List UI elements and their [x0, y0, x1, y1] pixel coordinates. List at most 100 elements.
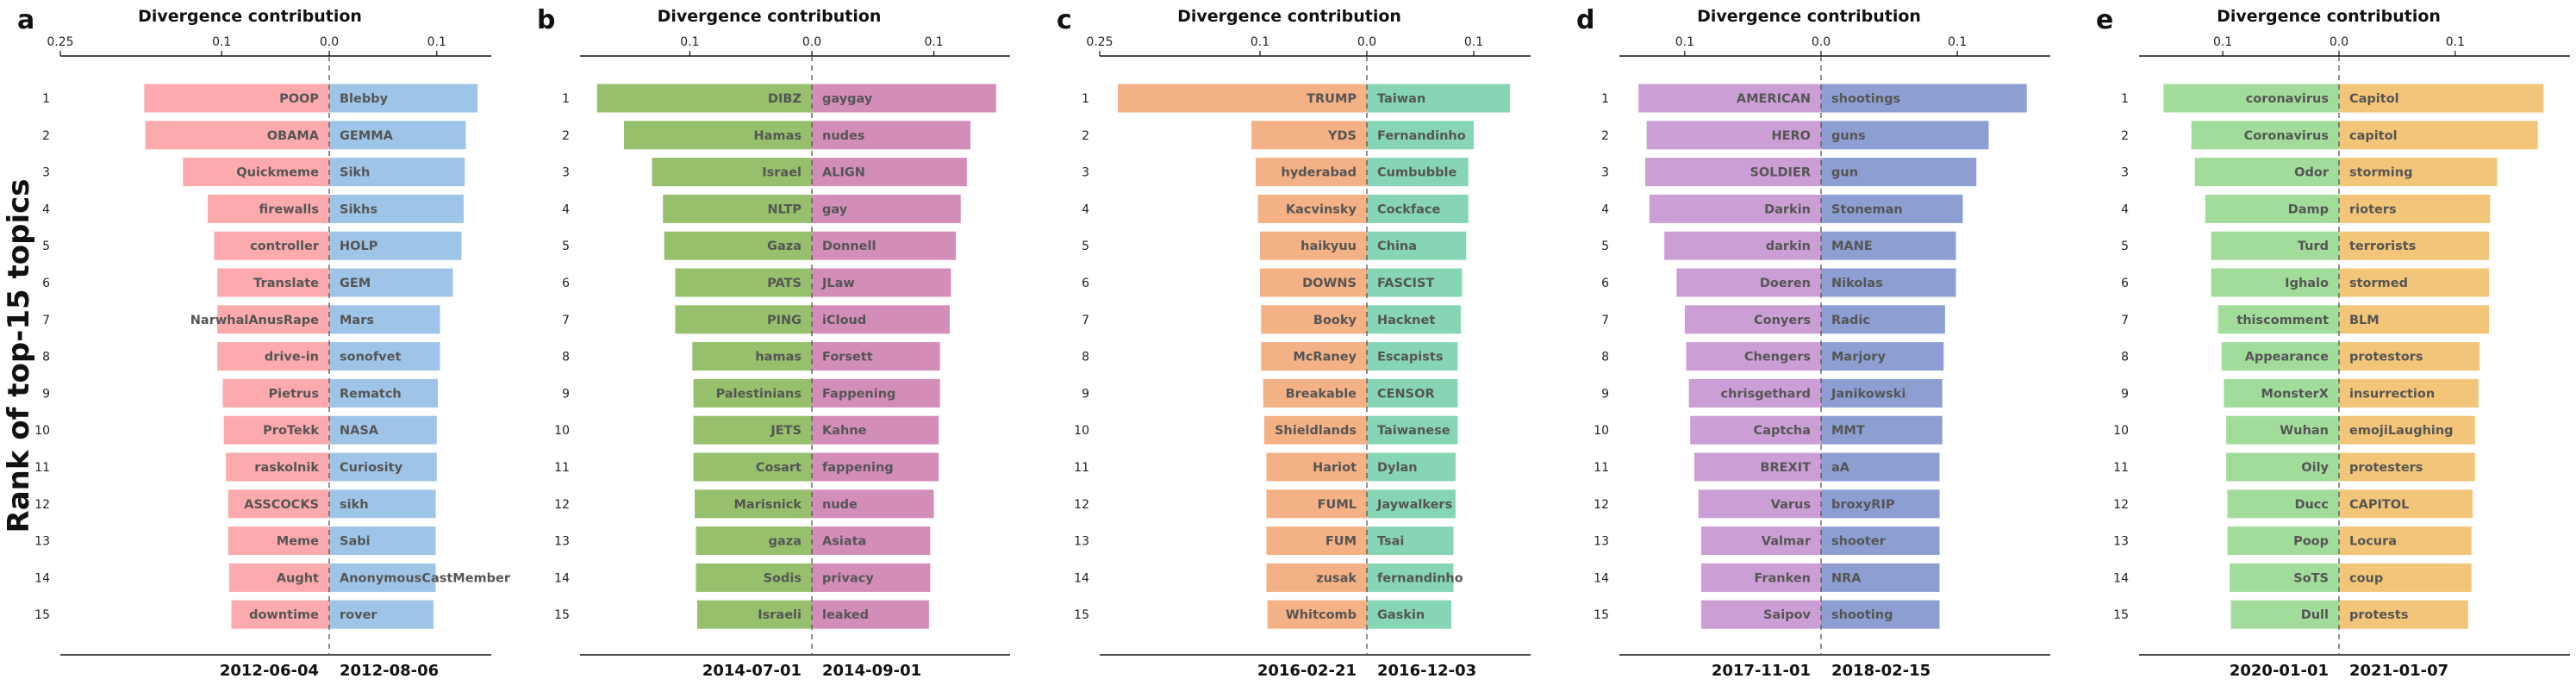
right-word-label: terrorists — [2349, 240, 2416, 253]
right-word-label: Fappening — [822, 387, 895, 401]
right-date-label: 2018-02-15 — [1831, 662, 1930, 680]
rank-label: 11 — [1074, 461, 1089, 475]
left-bar — [2226, 452, 2339, 482]
right-bar — [329, 378, 439, 408]
left-word-label: NarwhalAnusRape — [190, 314, 319, 327]
left-word-label: raskolnik — [254, 461, 319, 475]
right-word-label: Escapists — [1377, 351, 1443, 364]
left-word-label: BREXIT — [1760, 461, 1811, 475]
left-bar — [1700, 563, 1821, 592]
rank-label: 9 — [2121, 387, 2129, 401]
left-bar — [1260, 231, 1367, 260]
right-word-label: gay — [822, 202, 848, 216]
right-word-label: fappening — [822, 461, 894, 475]
left-bar — [596, 84, 812, 113]
left-bar — [692, 342, 812, 371]
left-bar — [222, 378, 329, 408]
x-tick-label: 0.1 — [1675, 35, 1694, 49]
left-bar — [695, 563, 812, 592]
right-bar — [2339, 158, 2498, 187]
right-word-label: MANE — [1831, 240, 1873, 253]
right-word-label: insurrection — [2349, 387, 2435, 401]
rank-label: 15 — [34, 608, 50, 622]
left-word-label: darkin — [1766, 240, 1811, 253]
right-word-label: Forsett — [822, 351, 873, 364]
right-word-label: sikh — [340, 498, 369, 512]
left-bar — [1261, 305, 1367, 334]
left-bar — [1256, 158, 1367, 187]
left-word-label: thiscomment — [2236, 314, 2329, 327]
rank-label: 9 — [42, 387, 50, 401]
right-word-label: Asiata — [822, 535, 866, 549]
panel-label: c — [1057, 5, 1072, 35]
rank-label: 1 — [1082, 92, 1089, 106]
right-bar — [329, 121, 466, 150]
rank-label: 13 — [2113, 535, 2129, 549]
left-date-label: 2016-02-21 — [1257, 662, 1357, 680]
left-bar — [2191, 121, 2339, 150]
left-word-label: Turd — [2298, 240, 2329, 253]
right-bar — [329, 563, 436, 592]
right-date-label: 2012-08-06 — [340, 662, 439, 680]
left-bar — [675, 268, 812, 297]
right-word-label: Marjory — [1831, 351, 1886, 364]
right-word-label: stormed — [2349, 277, 2408, 290]
x-tick-label: 0.1 — [427, 35, 446, 49]
rank-label: 11 — [1594, 461, 1609, 475]
right-word-label: nudes — [822, 129, 865, 143]
rank-label: 14 — [34, 571, 50, 585]
left-word-label: Conyers — [1754, 314, 1811, 327]
left-bar — [695, 526, 812, 556]
right-bar — [1821, 600, 1940, 629]
left-bar — [2227, 489, 2339, 519]
right-word-label: shooter — [1831, 535, 1887, 549]
left-bar — [693, 378, 812, 408]
right-word-label: AnonymousCastMember — [340, 571, 511, 585]
rank-label: 2 — [2121, 129, 2129, 143]
right-bar — [1367, 452, 1456, 482]
rank-label: 10 — [1594, 424, 1609, 438]
rank-label: 15 — [1594, 608, 1609, 622]
rank-label: 12 — [554, 498, 570, 512]
left-word-label: Saipov — [1763, 608, 1812, 622]
right-bar — [329, 489, 436, 519]
right-bar — [329, 342, 440, 371]
right-bar — [2339, 563, 2472, 592]
left-bar — [1686, 342, 1821, 371]
left-word-label: Hariot — [1313, 461, 1357, 475]
rank-label: 7 — [42, 314, 50, 327]
left-bar — [1646, 121, 1821, 150]
right-word-label: Taiwanese — [1377, 424, 1450, 438]
right-word-label: shooting — [1831, 608, 1893, 622]
right-word-label: Capitol — [2349, 92, 2399, 106]
right-word-label: Janikowski — [1831, 387, 1905, 401]
rank-label: 10 — [1074, 424, 1089, 438]
panel-title: Divergence contribution — [2217, 7, 2441, 26]
left-bar — [217, 268, 329, 297]
left-bar — [1700, 600, 1821, 629]
left-word-label: FUM — [1325, 535, 1357, 549]
left-bar — [231, 600, 329, 629]
rank-label: 3 — [562, 166, 570, 180]
rank-label: 8 — [1601, 351, 1609, 364]
left-date-label: 2014-07-01 — [702, 662, 801, 680]
right-bar — [812, 600, 929, 629]
rank-label: 13 — [554, 535, 570, 549]
left-word-label: McRaney — [1293, 351, 1357, 364]
rank-label: 2 — [1601, 129, 1609, 143]
panel-label: a — [17, 5, 34, 35]
rank-label: 4 — [1601, 202, 1609, 216]
rank-label: 6 — [1601, 277, 1609, 290]
rank-label: 7 — [1082, 314, 1089, 327]
rank-label: 1 — [1601, 92, 1609, 106]
right-bar — [1367, 158, 1469, 187]
left-bar — [675, 305, 812, 334]
x-tick-label: 0.1 — [212, 35, 231, 49]
rank-label: 4 — [2121, 202, 2129, 216]
rank-label: 2 — [1082, 129, 1089, 143]
right-bar — [1821, 268, 1956, 297]
rank-label: 12 — [34, 498, 50, 512]
rank-label: 11 — [554, 461, 570, 475]
right-word-label: protests — [2349, 608, 2408, 622]
right-word-label: coup — [2349, 571, 2383, 585]
